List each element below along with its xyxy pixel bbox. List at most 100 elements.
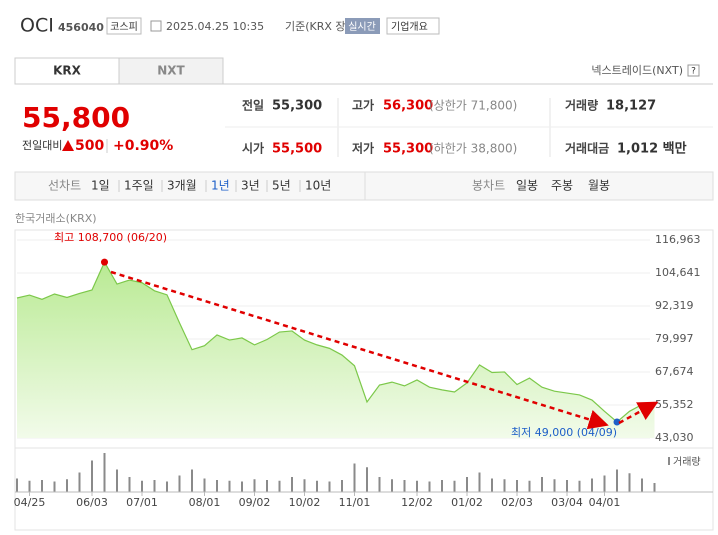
period-item[interactable]: 1년 xyxy=(211,179,230,193)
x-tick-label: 04/01 xyxy=(589,496,621,509)
period-item[interactable]: 3년 xyxy=(241,179,260,193)
trend-arrow xyxy=(110,270,609,430)
volume-bar xyxy=(341,480,343,492)
help[interactable]: ? xyxy=(691,67,696,77)
volume-bar xyxy=(516,480,518,492)
x-tick-label: 11/01 xyxy=(339,496,371,509)
volume-bar xyxy=(366,467,368,492)
volume-bar xyxy=(491,478,493,492)
period-item[interactable]: 5년 xyxy=(272,179,291,193)
volume-bar xyxy=(216,480,218,492)
volume-bar xyxy=(291,477,293,492)
period-item[interactable]: 주봉 xyxy=(551,179,573,193)
volume-bar xyxy=(441,480,443,492)
field-value: 1,012 백만 xyxy=(617,141,687,157)
field-note: (상한가 71,800) xyxy=(429,99,517,113)
volume-bar xyxy=(166,481,168,492)
volume-bar xyxy=(191,469,193,492)
tab-label[interactable]: KRX xyxy=(53,64,82,78)
volume-bar xyxy=(578,480,581,492)
x-tick-label: 03/04 xyxy=(551,496,583,509)
chart-frame xyxy=(14,229,714,531)
field-label: 시가 xyxy=(242,141,264,156)
volume-bar xyxy=(141,480,143,492)
company[interactable]: 기업개요 xyxy=(391,20,428,33)
period-label: 선차트 xyxy=(48,179,81,193)
volume-bar xyxy=(403,480,406,492)
volume-bar xyxy=(641,478,643,492)
field-value: 56,300 xyxy=(383,99,433,114)
high-marker xyxy=(101,258,108,266)
volume-bar xyxy=(41,480,43,492)
tab-krx[interactable] xyxy=(14,57,120,85)
y-tick-label: 43,030 xyxy=(655,431,694,444)
change: 500 xyxy=(75,138,104,154)
low-marker xyxy=(613,418,621,426)
field-label: 고가 xyxy=(352,98,374,113)
source: 한국거래소(KRX) xyxy=(15,212,97,225)
tab-nxt[interactable] xyxy=(118,57,224,85)
volume-bar xyxy=(303,479,306,492)
y-tick-label: 92,319 xyxy=(655,299,694,312)
realtime[interactable]: 실시간 xyxy=(348,21,376,33)
period-item[interactable]: 월봉 xyxy=(588,179,610,193)
volume-bar xyxy=(53,481,56,492)
x-tick-label: 12/02 xyxy=(401,496,433,509)
period-item[interactable]: 1일 xyxy=(91,179,110,193)
volume-bar xyxy=(528,480,531,492)
volume-bar xyxy=(566,480,568,492)
period-item[interactable]: 일봉 xyxy=(516,179,538,193)
help-box[interactable] xyxy=(687,64,700,77)
period-item[interactable]: 10년 xyxy=(305,179,331,193)
volume-bar xyxy=(616,469,618,492)
stock-name: OCI xyxy=(20,15,54,37)
volume-bar xyxy=(603,475,606,492)
x-tick-label: 02/03 xyxy=(501,496,533,509)
datetime: 2025.04.25 10:35 xyxy=(166,20,264,33)
clock-icon xyxy=(150,20,162,32)
field-label: 저가 xyxy=(352,141,374,156)
period-items: 선차트 1일 1주일 3개월 1년 3년 5년 10년 봉차트 일봉 주봉 월봉 xyxy=(48,179,610,193)
volume-bar xyxy=(428,481,431,492)
basis: 기준(KRX 장중) xyxy=(285,20,360,33)
tab-label[interactable]: NXT xyxy=(157,64,185,78)
volume-bar xyxy=(241,481,243,492)
volume-bar xyxy=(466,477,468,492)
x-tick-label: 04/25 xyxy=(14,496,46,509)
quote-table: 전일 55,300 고가 56,300(상한가 71,800) 거래량 18,127 시가 5… xyxy=(225,98,713,157)
period-item[interactable]: 3개월 xyxy=(167,179,197,193)
realtime-badge[interactable] xyxy=(345,18,380,34)
period-item[interactable]: 1주일 xyxy=(124,179,154,193)
x-tick-label: 06/03 xyxy=(76,496,108,509)
volume-bar xyxy=(178,475,181,492)
field-value: 55,500 xyxy=(272,142,322,157)
y-tick-label: 67,674 xyxy=(655,365,694,378)
volume-bar xyxy=(653,483,656,492)
price: 55,800 xyxy=(22,101,130,134)
change-label: 전일대비 xyxy=(22,138,62,152)
volume-bar xyxy=(278,480,281,492)
x-tick-label: 01/02 xyxy=(451,496,483,509)
trend-arrow xyxy=(618,401,659,425)
x-tick-label: 07/01 xyxy=(126,496,158,509)
volume-bar xyxy=(66,479,68,492)
volume-bar xyxy=(16,478,18,492)
period-label: 봉차트 xyxy=(472,179,505,193)
low-label: 최저 49,000 (04/09) xyxy=(511,426,617,439)
high-label: 최고 108,700 (06/20) xyxy=(54,231,167,244)
volume-bar xyxy=(391,479,393,492)
volume-bar xyxy=(328,481,331,492)
volume-bar xyxy=(78,472,81,492)
y-tick-label: 104,641 xyxy=(655,266,701,279)
x-tick-label: 09/02 xyxy=(239,496,271,509)
volume-bar xyxy=(541,477,543,492)
volume-bar xyxy=(228,480,231,492)
nxt-link[interactable]: 넥스트레이드(NXT) xyxy=(591,64,683,77)
volume-bar xyxy=(353,463,356,492)
volume-bar xyxy=(203,478,206,492)
market-badge xyxy=(106,17,142,35)
volume-bar xyxy=(378,477,381,492)
volume-bar xyxy=(128,477,131,492)
company-button[interactable] xyxy=(386,17,440,35)
volume-bar xyxy=(553,479,556,492)
